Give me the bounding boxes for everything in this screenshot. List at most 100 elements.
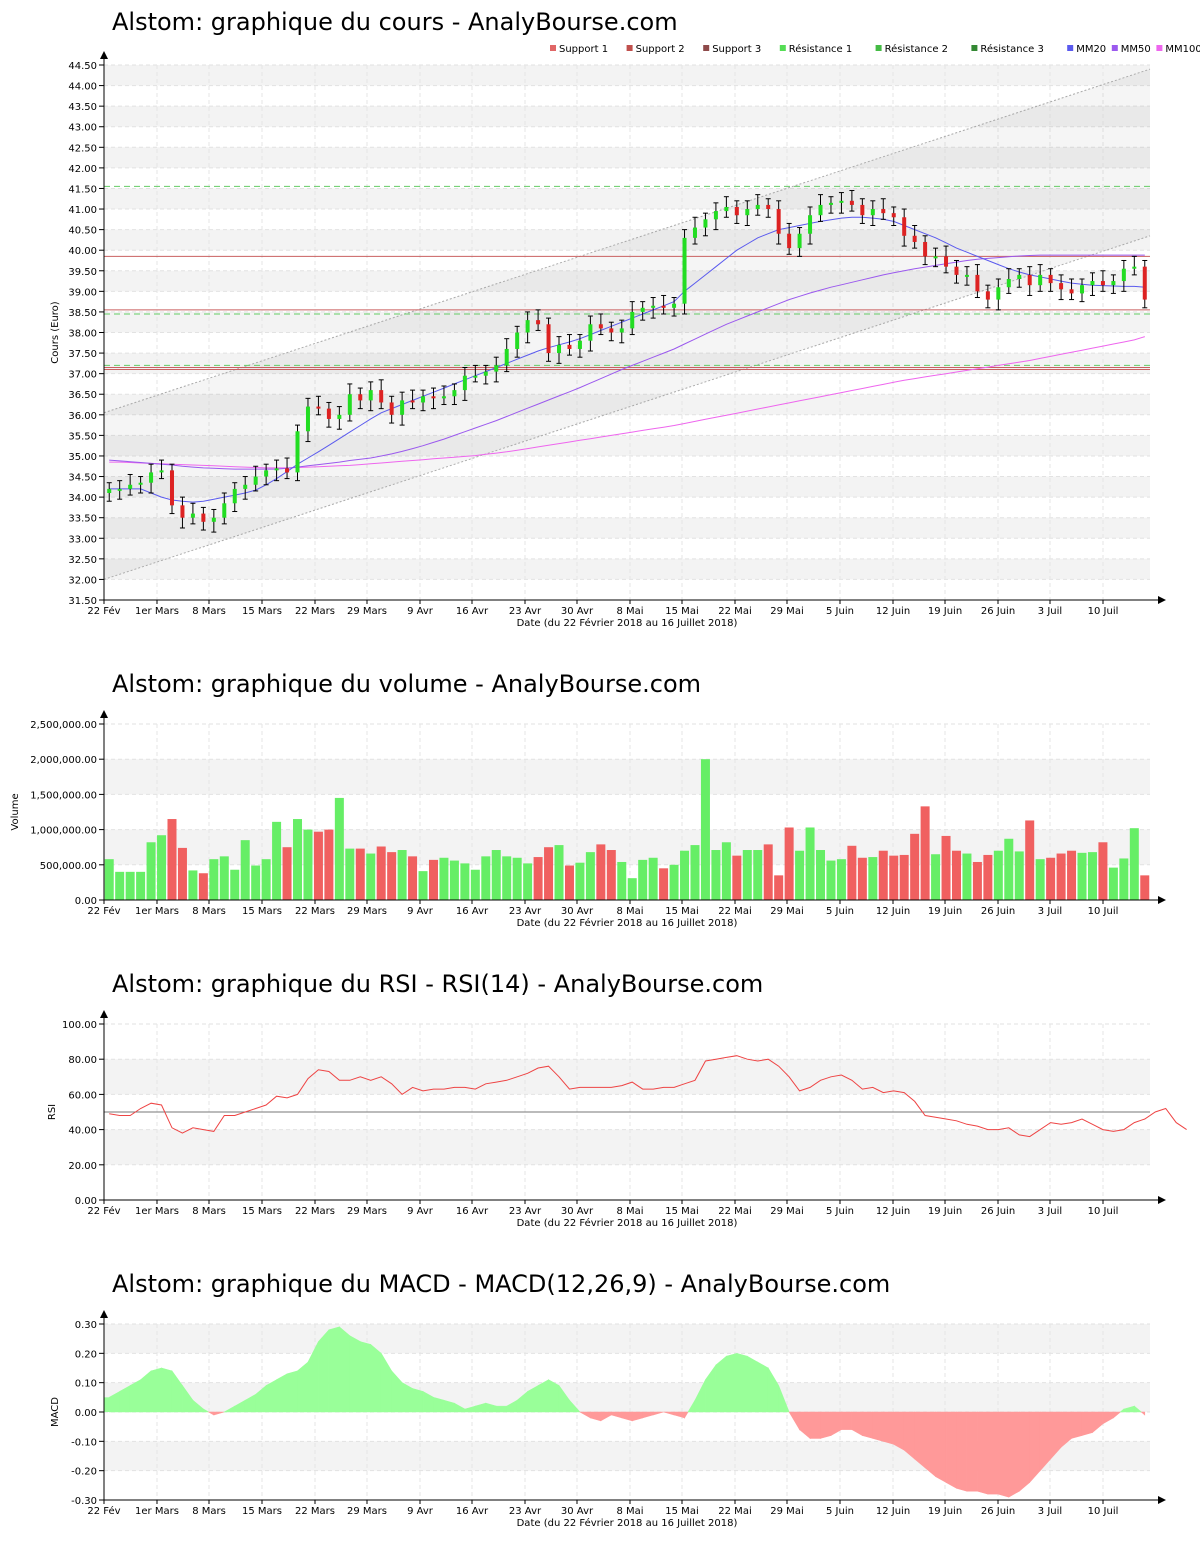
y-axis-arrow xyxy=(100,51,108,59)
volume-bar xyxy=(805,827,815,900)
macd-area-positive xyxy=(548,1379,560,1413)
candle-body xyxy=(243,484,248,489)
grid-band xyxy=(104,394,1150,415)
y-tick-label: 0.00 xyxy=(75,896,97,907)
candle-body xyxy=(703,219,708,228)
volume-bar xyxy=(1140,875,1150,900)
volume-bar xyxy=(753,850,763,900)
macd-area-positive xyxy=(1134,1405,1143,1413)
x-tick-label: 30 Avr xyxy=(561,1506,594,1517)
y-tick-label: 36.00 xyxy=(68,411,97,422)
legend-label: Résistance 2 xyxy=(885,43,948,55)
y-tick-label: -0.10 xyxy=(71,1437,97,1448)
candle-body xyxy=(672,303,677,308)
x-tick-label: 16 Avr xyxy=(456,606,489,617)
macd-area-positive xyxy=(778,1385,790,1413)
volume-bar xyxy=(272,821,282,900)
candle-body xyxy=(525,320,530,333)
candle-body xyxy=(724,206,729,212)
candle-body xyxy=(818,204,823,216)
y-tick-label: 39.50 xyxy=(68,267,97,278)
macd-area-negative xyxy=(631,1411,643,1422)
candle-body xyxy=(264,470,269,477)
legend-swatch xyxy=(1067,45,1074,51)
candle-body xyxy=(211,517,216,522)
candle-body xyxy=(808,215,813,234)
macd-area-positive xyxy=(391,1370,403,1413)
y-tick-label: 2,500,000.00 xyxy=(30,720,97,731)
x-tick-label: 5 Juin xyxy=(826,906,854,917)
candle-body xyxy=(787,233,792,249)
y-tick-label: 500,000.00 xyxy=(40,861,97,872)
legend-swatch xyxy=(875,45,882,51)
volume-bar xyxy=(136,871,146,900)
x-tick-label: 15 Mars xyxy=(242,606,282,617)
grid-band xyxy=(104,759,1150,795)
volume-bar xyxy=(857,857,867,900)
x-tick-label: 3 Juil xyxy=(1038,606,1062,617)
y-axis-arrow xyxy=(100,710,108,718)
ma100-line xyxy=(109,336,1145,469)
macd-area-negative xyxy=(956,1411,968,1492)
volume-bar xyxy=(564,865,574,900)
grid-band xyxy=(104,1324,1150,1354)
volume-bar xyxy=(627,878,637,900)
volume-bar xyxy=(198,873,208,900)
volume-bar xyxy=(972,861,982,900)
x-axis-label: Date (du 22 Février 2018 au 16 Juillet 2… xyxy=(517,1517,738,1529)
volume-bar xyxy=(397,850,407,900)
y-tick-label: 42.50 xyxy=(68,143,97,154)
grid-band xyxy=(104,311,1150,333)
volume-bar xyxy=(449,860,459,900)
macd-area-negative xyxy=(935,1411,947,1483)
candle-body xyxy=(107,488,112,493)
x-tick-label: 12 Juin xyxy=(876,1206,910,1217)
macd-area-negative xyxy=(1113,1411,1122,1419)
volume-bar xyxy=(334,797,344,900)
x-tick-label: 19 Juin xyxy=(928,906,962,917)
macd-chart-title: Alstom: graphique du MACD - MACD(12,26,9… xyxy=(112,1270,891,1298)
grid-band xyxy=(104,353,1150,374)
candle-body xyxy=(1038,274,1043,286)
x-tick-label: 30 Avr xyxy=(561,906,594,917)
volume-bar xyxy=(376,846,386,900)
volume-chart-title: Alstom: graphique du volume - AnalyBours… xyxy=(112,670,702,698)
volume-bar xyxy=(680,850,690,900)
candle-body xyxy=(441,396,446,399)
y-tick-label: 43.50 xyxy=(68,102,97,113)
candle-body xyxy=(347,394,352,415)
x-tick-label: 15 Mai xyxy=(665,1206,698,1217)
volume-bar xyxy=(188,870,198,900)
volume-bar xyxy=(157,835,167,900)
y-tick-label: 20.00 xyxy=(68,1161,97,1172)
candle-body xyxy=(180,505,185,518)
volume-bar xyxy=(439,857,449,900)
x-tick-label: 10 Juil xyxy=(1088,1206,1119,1217)
grid-band xyxy=(104,517,1150,539)
volume-bar xyxy=(502,856,512,900)
volume-bar xyxy=(428,859,438,900)
candle-body xyxy=(933,256,938,259)
macd-area-positive xyxy=(757,1361,769,1413)
grid-band xyxy=(104,229,1150,251)
candle-body xyxy=(640,307,645,312)
y-tick-label: 0.00 xyxy=(75,1196,97,1207)
macd-area-negative xyxy=(945,1411,957,1489)
macd-area-positive xyxy=(129,1379,141,1413)
candle-body xyxy=(1069,289,1074,294)
y-tick-label: 1,500,000.00 xyxy=(30,790,97,801)
x-tick-label: 16 Avr xyxy=(456,906,489,917)
macd-area-negative xyxy=(590,1411,602,1422)
candle-body xyxy=(358,394,363,401)
volume-bar xyxy=(826,860,836,900)
volume-bar xyxy=(962,853,972,900)
x-tick-label: 5 Juin xyxy=(826,1206,854,1217)
candle-body xyxy=(169,470,174,506)
y-tick-label: 38.50 xyxy=(68,308,97,319)
volume-bar xyxy=(983,854,993,900)
macd-area-negative xyxy=(1029,1411,1041,1484)
candle-body xyxy=(1048,274,1053,284)
candle-body xyxy=(368,390,373,401)
x-tick-label: 12 Juin xyxy=(876,906,910,917)
candle-body xyxy=(128,484,133,489)
